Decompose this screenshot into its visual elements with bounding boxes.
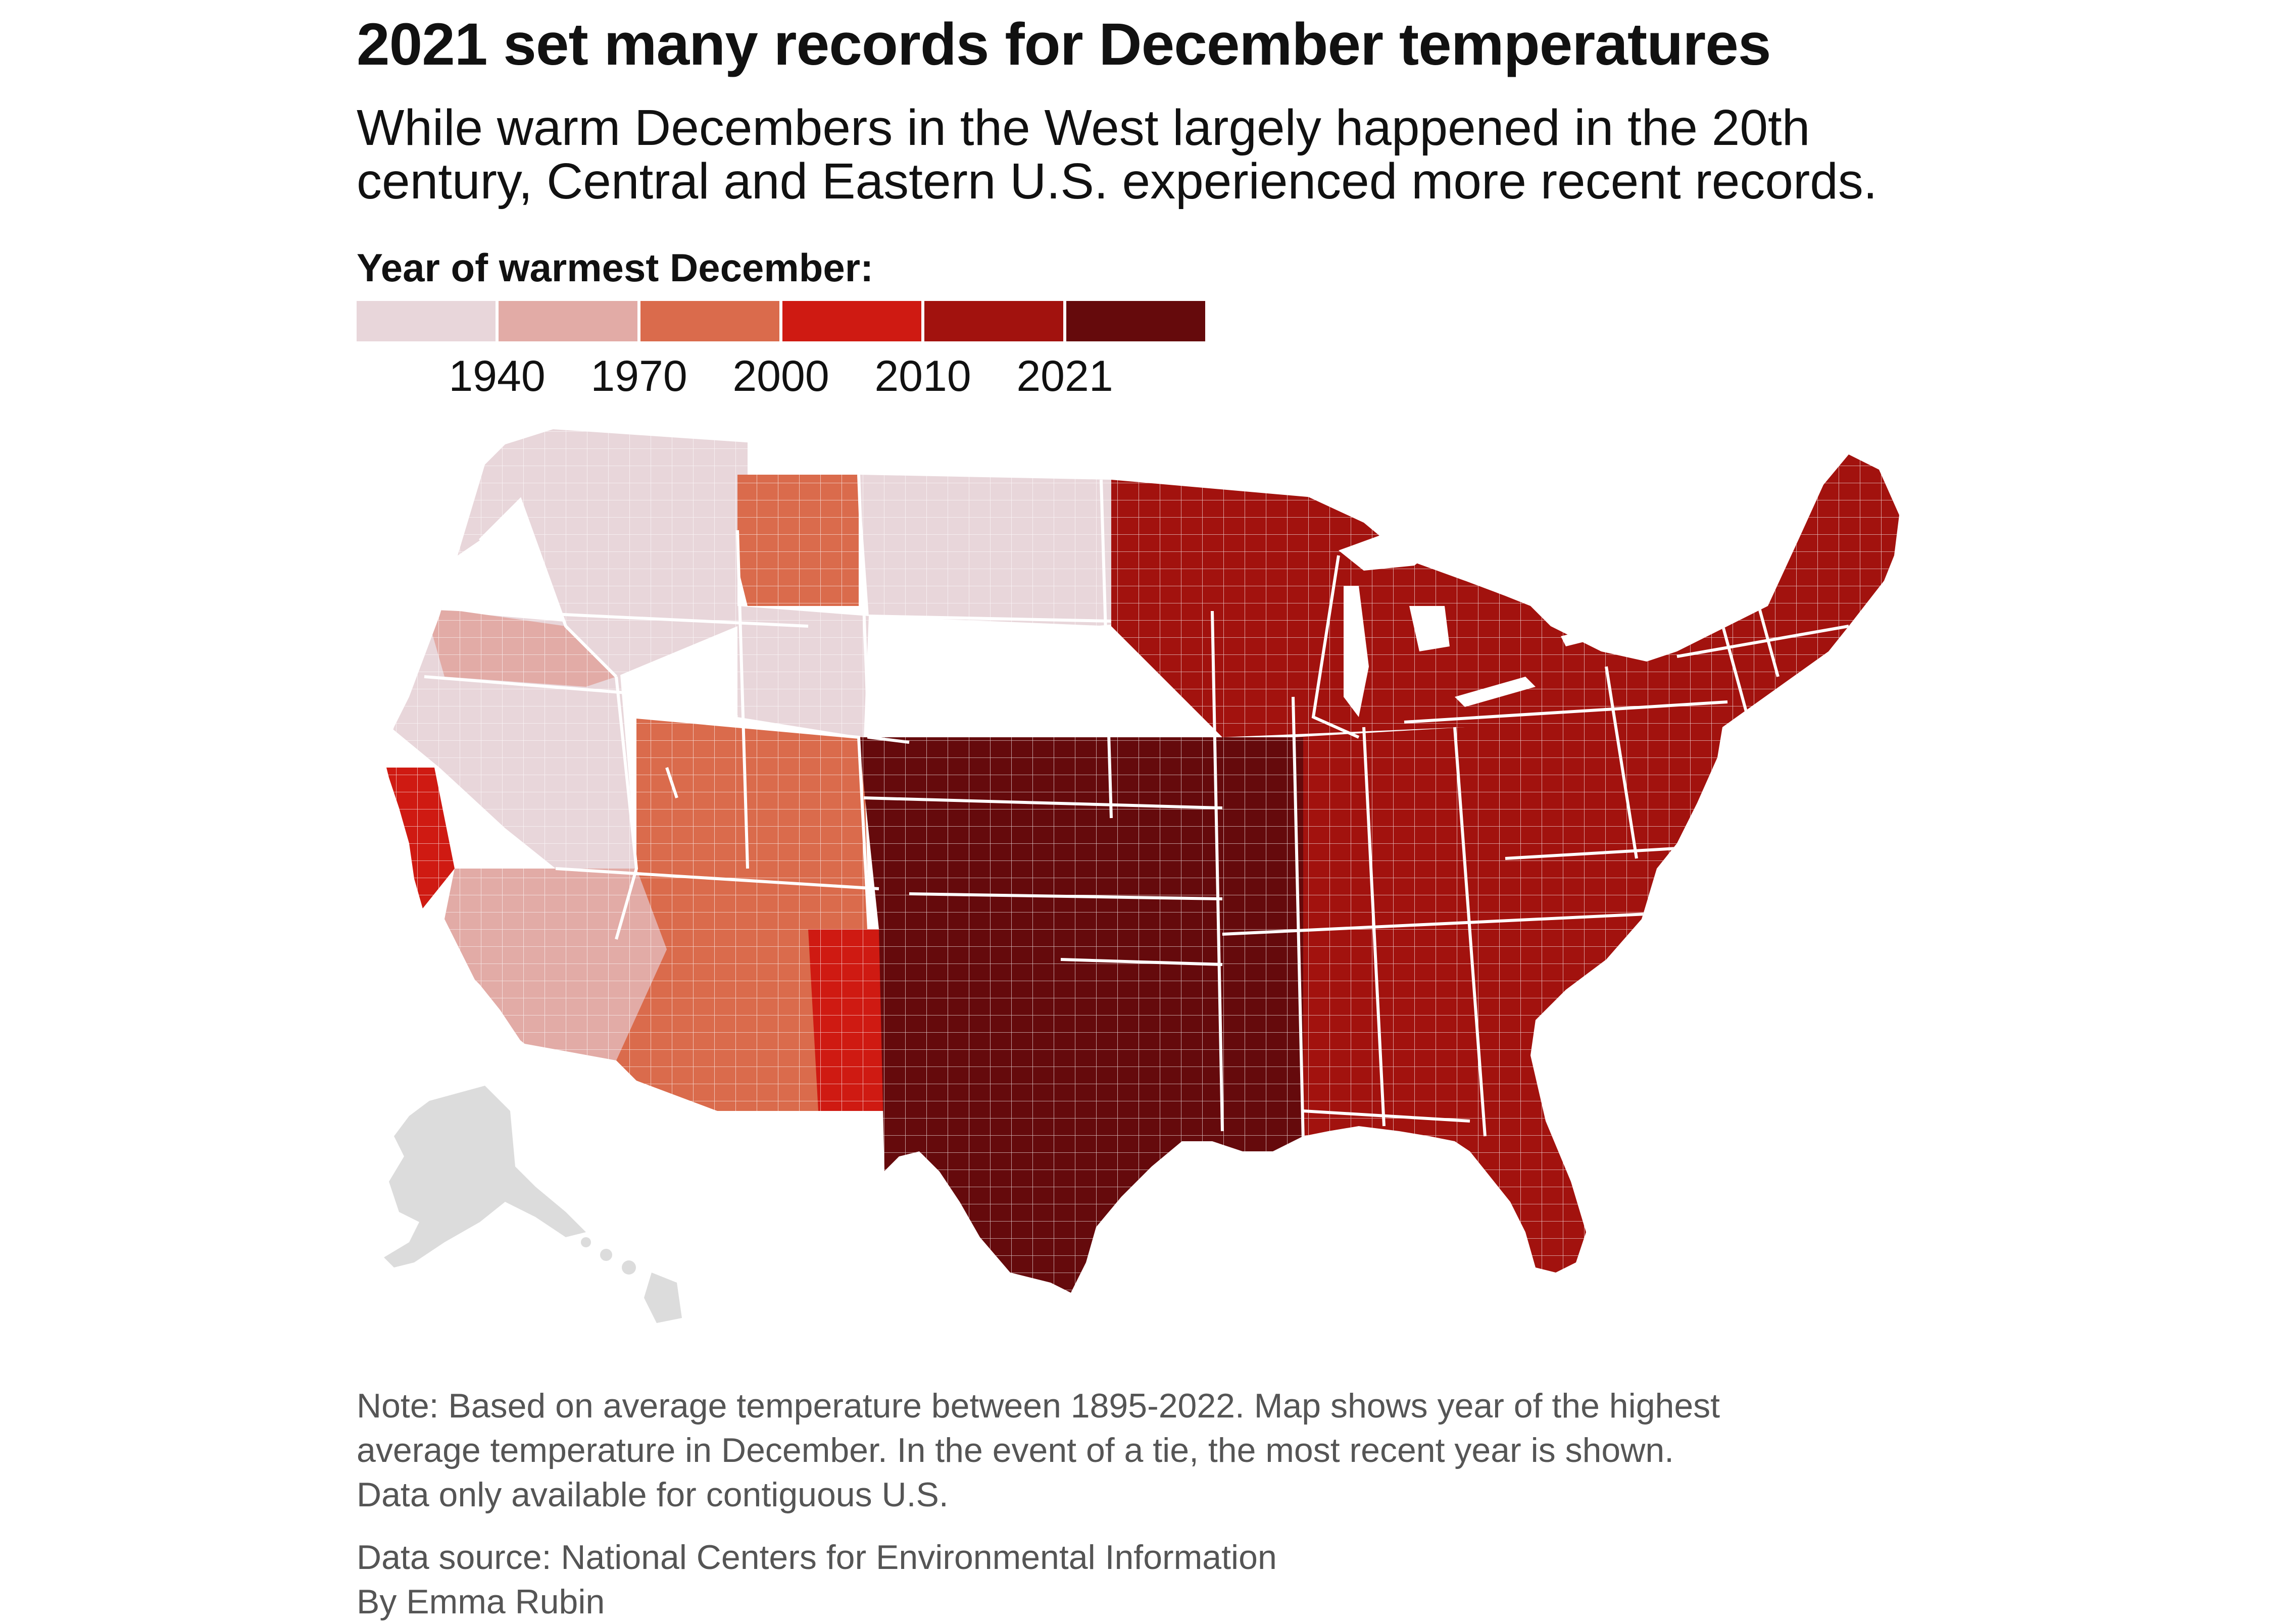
us-county-map	[354, 414, 1919, 1374]
subtitle-line-2: century, Central and Eastern U.S. experi…	[357, 153, 1877, 210]
legend-swatch-0	[357, 301, 496, 341]
chart-credits: Data source: National Centers for Enviro…	[357, 1535, 2074, 1624]
alaska-shape	[384, 1086, 586, 1267]
note-line-3: Data only available for contiguous U.S.	[357, 1476, 949, 1514]
hawaii-island-3	[622, 1260, 636, 1275]
lake-superior	[1339, 530, 1440, 571]
legend-swatch-5	[1066, 301, 1205, 341]
great-lakes	[1339, 530, 1606, 717]
hawaii-island-1	[581, 1237, 591, 1247]
note-line-2: average temperature in December. In the …	[357, 1431, 1674, 1469]
hawaii-island-2	[600, 1249, 612, 1261]
legend-swatch-1	[499, 301, 637, 341]
legend-tick-2000: 2000	[732, 352, 829, 400]
legend-tick-1940: 1940	[449, 352, 546, 400]
legend-swatch-2	[640, 301, 779, 341]
legend-tick-2010: 2010	[874, 352, 971, 400]
non-contiguous-no-data	[384, 1086, 682, 1323]
lake-ontario	[1561, 626, 1606, 646]
chart-subtitle: While warm Decembers in the West largely…	[357, 101, 2023, 208]
hawaii-big-island	[644, 1273, 682, 1323]
lake-huron	[1409, 606, 1450, 651]
subtitle-line-1: While warm Decembers in the West largely…	[357, 99, 1810, 156]
legend-title: Year of warmest December:	[357, 245, 874, 290]
byline: By Emma Rubin	[357, 1583, 605, 1621]
map-svg	[384, 429, 1899, 1323]
legend-color-scale	[357, 301, 1205, 341]
legend-swatch-3	[782, 301, 921, 341]
chart-title: 2021 set many records for December tempe…	[357, 11, 1771, 78]
state-borders	[384, 474, 1849, 1142]
lake-michigan	[1344, 586, 1369, 717]
chart-note: Note: Based on average temperature betwe…	[357, 1384, 2074, 1517]
lake-erie	[1455, 677, 1536, 707]
legend-swatch-4	[924, 301, 1063, 341]
legend-tick-1970: 1970	[590, 352, 687, 400]
note-line-1: Note: Based on average temperature betwe…	[357, 1387, 1720, 1425]
county-borders	[384, 429, 1899, 1293]
data-source: Data source: National Centers for Enviro…	[357, 1538, 1277, 1577]
legend-tick-2021: 2021	[1016, 352, 1113, 400]
